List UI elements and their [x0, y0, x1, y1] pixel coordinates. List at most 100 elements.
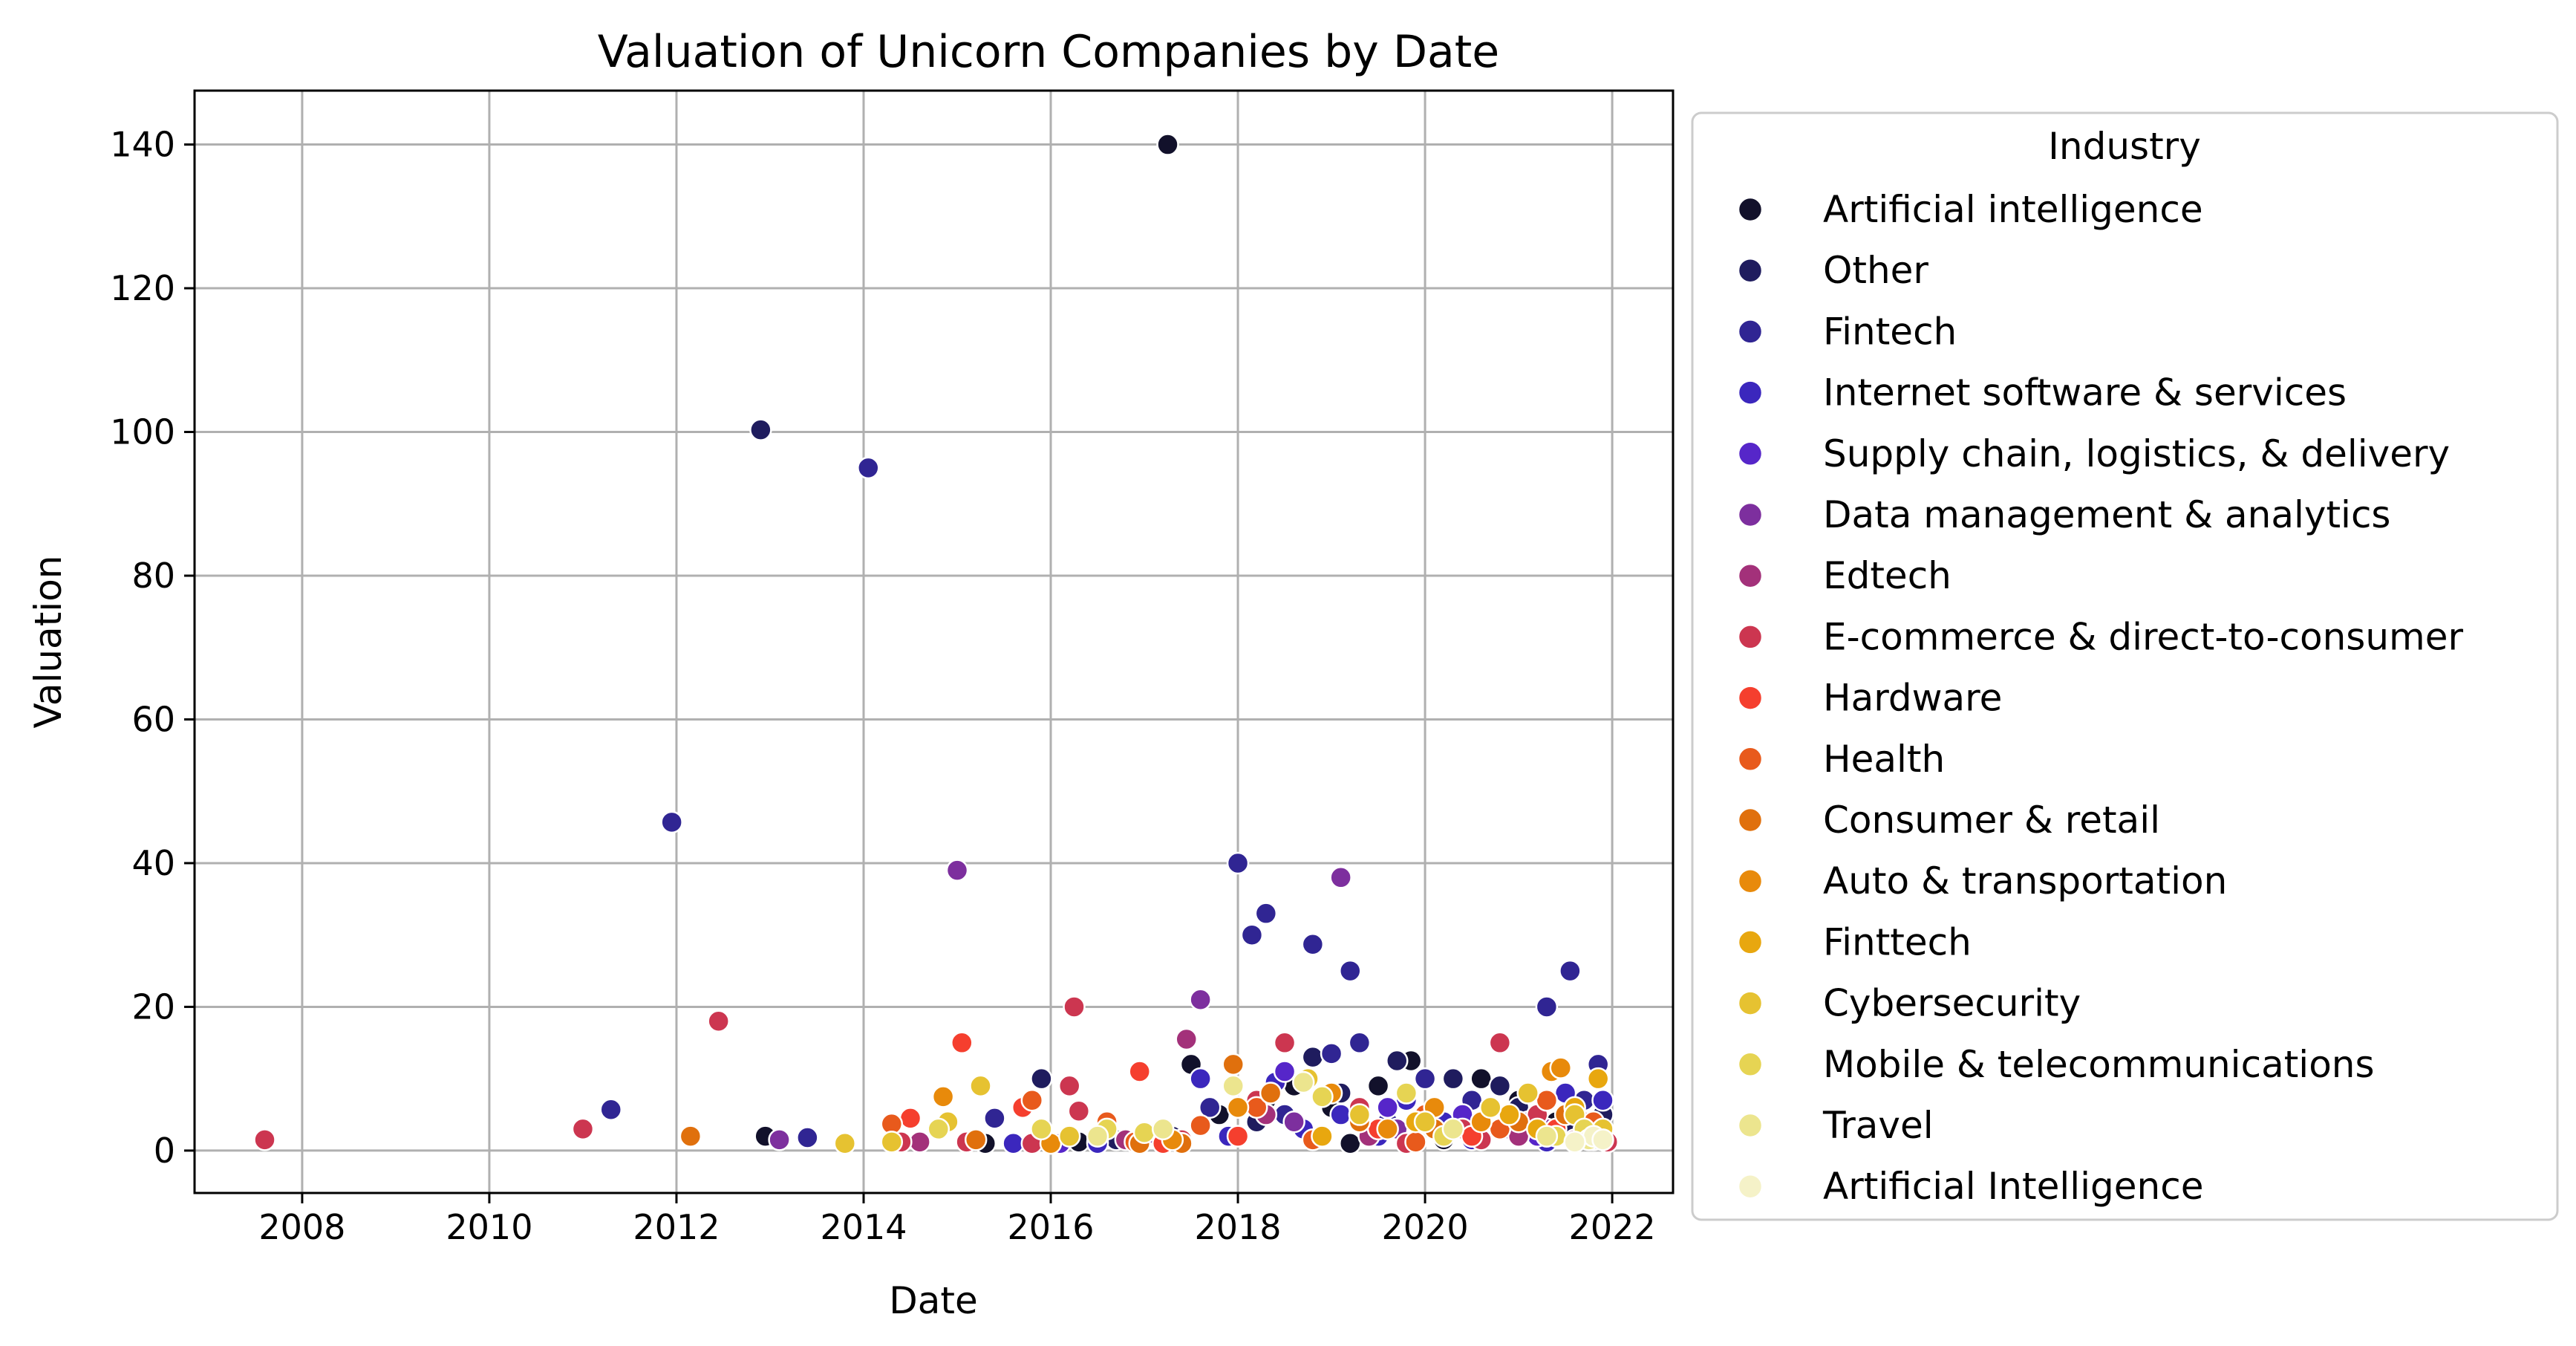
legend-item: Internet software & services	[1737, 371, 2347, 414]
data-point	[1479, 1096, 1502, 1119]
data-point	[927, 1117, 950, 1141]
data-point	[1198, 1096, 1222, 1119]
data-point	[1301, 1045, 1325, 1069]
legend-marker	[1737, 746, 1764, 773]
legend-marker	[1737, 562, 1764, 589]
data-point	[1063, 995, 1086, 1018]
legend-label: Other	[1823, 249, 1928, 292]
legend-label: Health	[1823, 738, 1945, 781]
legend-item: Consumer & retail	[1737, 799, 2160, 842]
legend-label: Mobile & telecommunications	[1823, 1043, 2375, 1086]
legend-item: E-commerce & direct-to-consumer	[1737, 615, 2464, 658]
data-point	[1226, 851, 1250, 875]
data-point	[1175, 1027, 1198, 1051]
legend-items: Artificial intelligence Other Fintech Inter…	[1737, 188, 2464, 1208]
data-point	[1067, 1099, 1091, 1122]
legend-item: Supply chain, logistics, & delivery	[1737, 432, 2450, 475]
data-point	[1339, 1131, 1362, 1155]
x-tick-label: 2012	[633, 1207, 720, 1247]
data-point	[1366, 1074, 1390, 1098]
data-point	[1549, 1056, 1573, 1079]
data-point	[599, 1098, 623, 1122]
data-point	[1470, 1067, 1493, 1090]
legend-label: Data management & analytics	[1823, 493, 2390, 536]
legend-marker	[1737, 1112, 1764, 1139]
y-tick-label: 80	[131, 556, 175, 596]
data-point	[1189, 988, 1212, 1012]
legend-marker	[1737, 257, 1764, 284]
data-point	[1030, 1117, 1053, 1141]
data-point	[1404, 1131, 1427, 1154]
x-tick-label: 2016	[1007, 1207, 1094, 1247]
legend-marker	[1737, 1051, 1764, 1078]
data-point	[945, 859, 969, 882]
data-point	[660, 810, 683, 834]
legend-marker	[1737, 624, 1764, 650]
data-point	[1301, 933, 1325, 956]
data-point	[1320, 1042, 1343, 1065]
x-tick-label: 2018	[1195, 1207, 1282, 1247]
data-point	[1086, 1125, 1109, 1148]
data-point	[1586, 1067, 1610, 1090]
data-point	[983, 1107, 1006, 1130]
data-point	[1311, 1125, 1334, 1148]
x-tick-label: 2022	[1569, 1207, 1656, 1247]
legend-marker	[1737, 501, 1764, 528]
x-tick-label: 2020	[1382, 1207, 1469, 1247]
legend-marker	[1737, 685, 1764, 711]
y-tick-label: 140	[110, 125, 175, 165]
data-point	[880, 1131, 904, 1154]
x-axis-label: Date	[889, 1279, 978, 1322]
data-point	[1254, 902, 1278, 925]
legend-marker	[1737, 1173, 1764, 1200]
y-axis-label: Valuation	[27, 556, 70, 729]
data-point	[1386, 1049, 1409, 1073]
data-point	[1498, 1103, 1521, 1126]
data-point	[1516, 1082, 1539, 1105]
data-point	[1535, 995, 1559, 1018]
y-tick-label: 20	[131, 986, 175, 1027]
legend-label: Artificial Intelligence	[1823, 1165, 2203, 1208]
legend-item: Auto & transportation	[1737, 859, 2227, 903]
data-point	[1151, 1117, 1175, 1141]
x-tick-label: 2014	[820, 1207, 907, 1247]
grid	[195, 91, 1673, 1193]
data-point	[950, 1031, 974, 1055]
legend-item: Hardware	[1737, 677, 2002, 720]
legend-marker	[1737, 440, 1764, 467]
legend: Industry Artificial intelligence Other Fin…	[1691, 111, 2559, 1221]
legend-marker	[1737, 319, 1764, 345]
legend-item: Travel	[1737, 1104, 1934, 1147]
legend-label: Internet software & services	[1823, 371, 2347, 414]
y-tick-label: 60	[131, 699, 175, 739]
legend-marker	[1737, 868, 1764, 894]
y-tick-label: 100	[110, 412, 175, 452]
chart-title: Valuation of Unicorn Companies by Date	[598, 26, 1499, 78]
data-point	[1559, 959, 1582, 983]
data-point	[1413, 1067, 1437, 1090]
legend-item: Fintech	[1737, 310, 1957, 353]
legend-label: Cybersecurity	[1823, 982, 2081, 1025]
legend-label: Supply chain, logistics, & delivery	[1823, 432, 2450, 475]
data-point	[1273, 1031, 1297, 1055]
legend-label: E-commerce & direct-to-consumer	[1823, 615, 2464, 658]
legend-label: Fintech	[1823, 310, 1957, 353]
data-point	[1057, 1125, 1081, 1148]
legend-item: Mobile & telecommunications	[1737, 1043, 2375, 1086]
data-point	[969, 1074, 992, 1098]
data-point	[749, 418, 772, 441]
data-point	[1348, 1031, 1372, 1055]
data-point	[1273, 1060, 1297, 1083]
legend-item: Artificial intelligence	[1737, 188, 2203, 231]
data-point	[1339, 959, 1362, 983]
legend-item: Edtech	[1737, 554, 1951, 597]
data-point	[1132, 1121, 1156, 1144]
y-tick-label: 0	[154, 1131, 175, 1171]
data-point	[1441, 1117, 1465, 1141]
data-point	[1189, 1113, 1212, 1137]
legend-marker	[1737, 380, 1764, 406]
data-point	[1329, 866, 1352, 889]
legend-label: Artificial intelligence	[1823, 188, 2203, 231]
data-point	[1002, 1131, 1025, 1155]
